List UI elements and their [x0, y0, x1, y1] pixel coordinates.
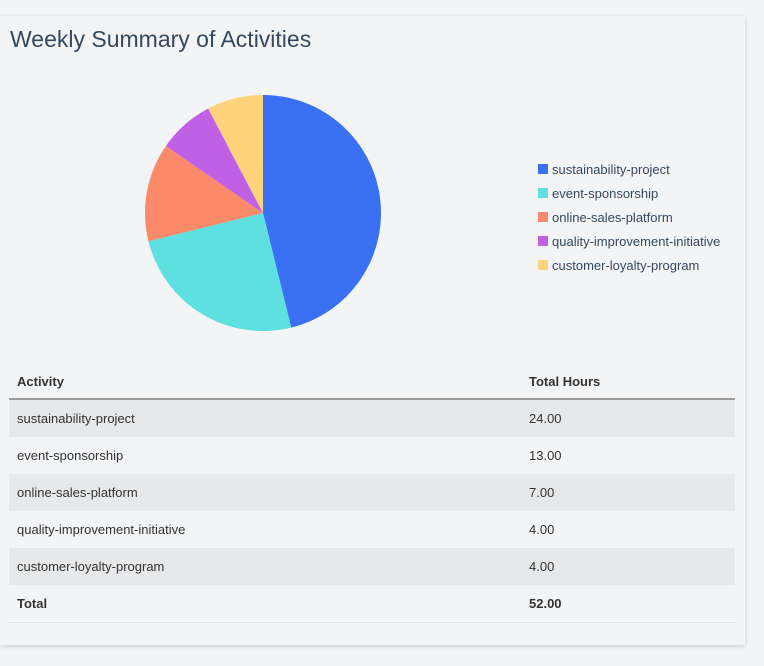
- table-row: quality-improvement-initiative 4.00: [9, 511, 735, 548]
- activity-table: Activity Total Hours sustainability-proj…: [9, 365, 735, 623]
- pie-slice-customer-loyalty-program[interactable]: [208, 95, 263, 213]
- header-activity: Activity: [9, 365, 521, 400]
- total-label: Total: [9, 585, 521, 623]
- legend-swatch: [538, 236, 548, 246]
- legend-item[interactable]: quality-improvement-initiative: [538, 229, 720, 253]
- pie-slice-event-sponsorship[interactable]: [148, 213, 292, 331]
- hours-cell: 13.00: [529, 448, 562, 463]
- pie-slice-quality-improvement-initiative[interactable]: [165, 108, 263, 213]
- table-row: online-sales-platform 7.00: [9, 474, 735, 511]
- legend-item[interactable]: sustainability-project: [538, 157, 720, 181]
- legend-label: quality-improvement-initiative: [552, 233, 721, 249]
- hours-cell: 7.00: [521, 474, 735, 511]
- page-title: Weekly Summary of Activities: [10, 26, 312, 52]
- hours-cell: 24.00: [521, 399, 735, 437]
- activity-cell: sustainability-project: [9, 399, 521, 437]
- hours-cell: 4.00: [521, 548, 735, 585]
- activity-cell: event-sponsorship: [17, 448, 124, 463]
- table-row: sustainability-project 24.00: [9, 399, 735, 437]
- pie-slice-sustainability-project[interactable]: [263, 95, 381, 328]
- pie-slice-online-sales-platform[interactable]: [145, 145, 263, 242]
- legend-item[interactable]: customer-loyalty-program: [538, 253, 720, 277]
- legend-label: sustainability-project: [552, 161, 670, 177]
- hours-cell: 4.00: [529, 522, 555, 537]
- legend-swatch: [538, 164, 548, 174]
- legend-swatch: [538, 188, 548, 198]
- table-row: customer-loyalty-program 4.00: [9, 548, 735, 585]
- legend: sustainability-project event-sponsorship o…: [538, 157, 720, 277]
- table-row: event-sponsorship 13.00: [9, 437, 735, 474]
- activity-cell: online-sales-platform: [9, 474, 521, 511]
- legend-item[interactable]: event-sponsorship: [538, 181, 720, 205]
- total-value: 52.00: [521, 585, 735, 623]
- summary-card: Weekly Summary of Activities sustainabil…: [0, 16, 745, 645]
- total-row: Total 52.00: [9, 585, 735, 623]
- activity-cell: customer-loyalty-program: [9, 548, 521, 585]
- legend-label: event-sponsorship: [552, 185, 659, 201]
- activity-cell: quality-improvement-initiative: [17, 522, 186, 537]
- legend-item[interactable]: online-sales-platform: [538, 205, 720, 229]
- legend-label: online-sales-platform: [552, 209, 673, 225]
- pie-chart: [145, 95, 381, 331]
- legend-swatch: [538, 212, 548, 222]
- legend-swatch: [538, 260, 548, 270]
- header-total-hours: Total Hours: [521, 365, 735, 400]
- legend-label: customer-loyalty-program: [552, 257, 700, 273]
